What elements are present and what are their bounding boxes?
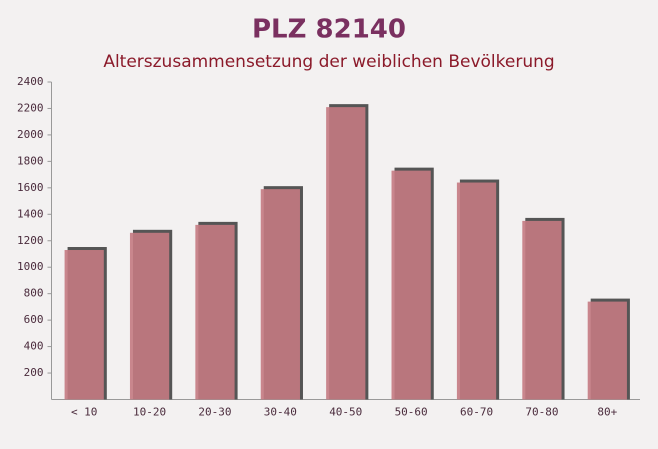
y-tick-label: 2200 — [17, 101, 44, 114]
y-tick-label: 1400 — [17, 207, 44, 220]
chart-subtitle: Alterszusammensetzung der weiblichen Bev… — [103, 52, 554, 72]
bar — [522, 220, 562, 400]
bar — [587, 301, 627, 400]
y-tick-label: 400 — [24, 340, 44, 353]
y-tick-label: 1000 — [17, 260, 44, 273]
bar — [260, 189, 300, 400]
y-tick-label: 600 — [24, 313, 44, 326]
y-tick-label: 2000 — [17, 128, 44, 141]
chart-title: PLZ 82140 — [252, 15, 406, 45]
bar — [129, 232, 170, 400]
x-tick-label: 20-30 — [198, 406, 231, 419]
x-tick-label: 60-70 — [460, 406, 493, 419]
y-tick-label: 1600 — [17, 181, 44, 194]
x-tick-label: 80+ — [597, 406, 617, 419]
y-tick-label: 800 — [24, 287, 44, 300]
bar — [195, 224, 235, 400]
x-tick-label: 40-50 — [329, 406, 362, 419]
x-tick-label: 70-80 — [525, 406, 558, 419]
bar — [456, 182, 497, 400]
y-tick-label: 1800 — [17, 154, 44, 167]
x-tick-label: 30-40 — [264, 406, 297, 419]
bar — [391, 170, 431, 400]
x-tick-label: 50-60 — [395, 406, 428, 419]
y-tick-label: 1200 — [17, 234, 44, 247]
y-tick-label: 2400 — [17, 75, 44, 88]
y-tick-label: 200 — [24, 366, 44, 379]
x-tick-label: < 10 — [71, 406, 98, 419]
bar — [64, 250, 104, 400]
x-tick-label: 10-20 — [133, 406, 166, 419]
bar — [326, 107, 366, 400]
